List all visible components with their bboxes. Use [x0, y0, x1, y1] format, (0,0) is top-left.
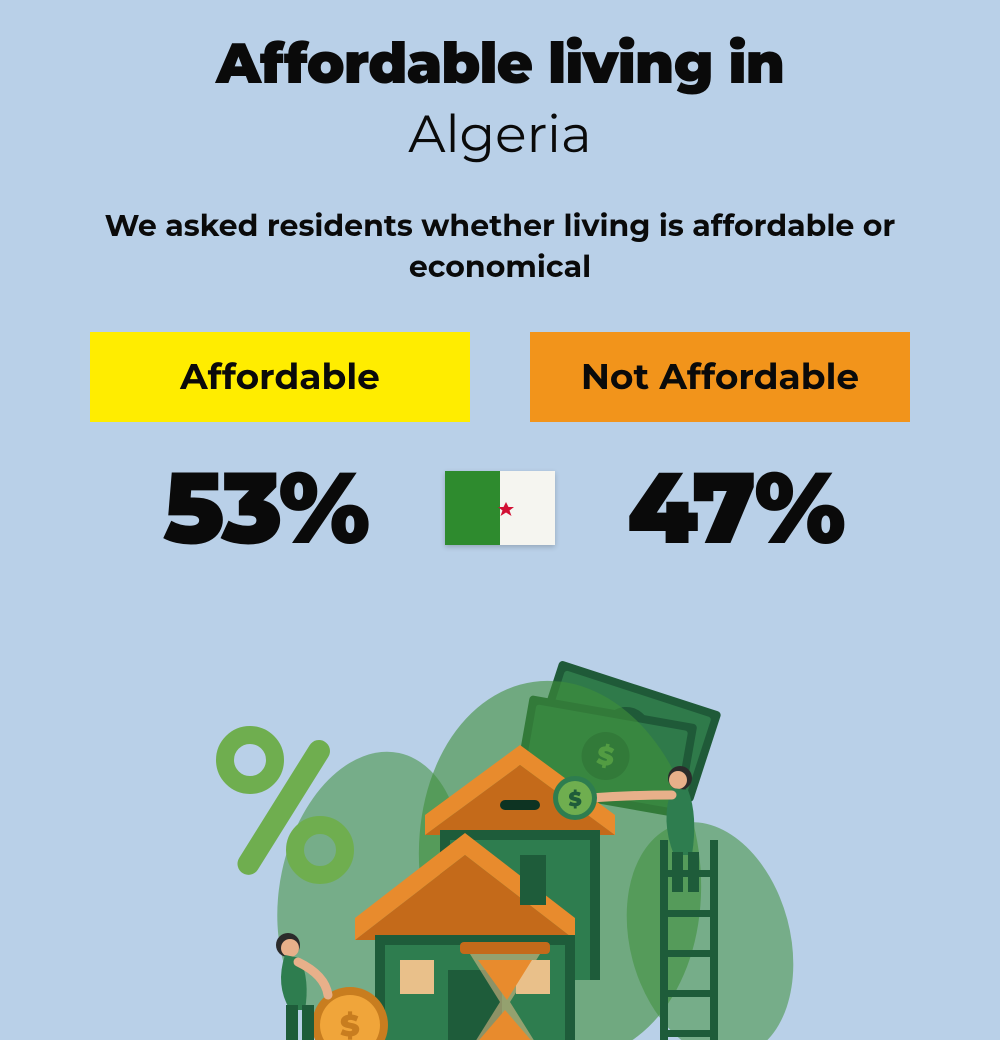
- badge-row: Affordable Not Affordable: [0, 332, 1000, 422]
- algeria-flag-icon: [445, 471, 555, 545]
- percent-row: 53% 47%: [0, 447, 1000, 569]
- svg-text:$: $: [340, 1007, 360, 1040]
- not-affordable-percent: 47%: [585, 447, 885, 569]
- not-affordable-badge: Not Affordable: [530, 332, 910, 422]
- affordable-percent: 53%: [115, 447, 415, 569]
- title-line1: Affordable living in: [0, 30, 1000, 98]
- title-country: Algeria: [0, 103, 1000, 166]
- affordability-illustration: $ $: [190, 640, 810, 1040]
- svg-text:$: $: [568, 788, 581, 812]
- affordable-badge: Affordable: [90, 332, 470, 422]
- subtitle: We asked residents whether living is aff…: [0, 206, 1000, 287]
- flag-emblem-icon: [480, 488, 520, 528]
